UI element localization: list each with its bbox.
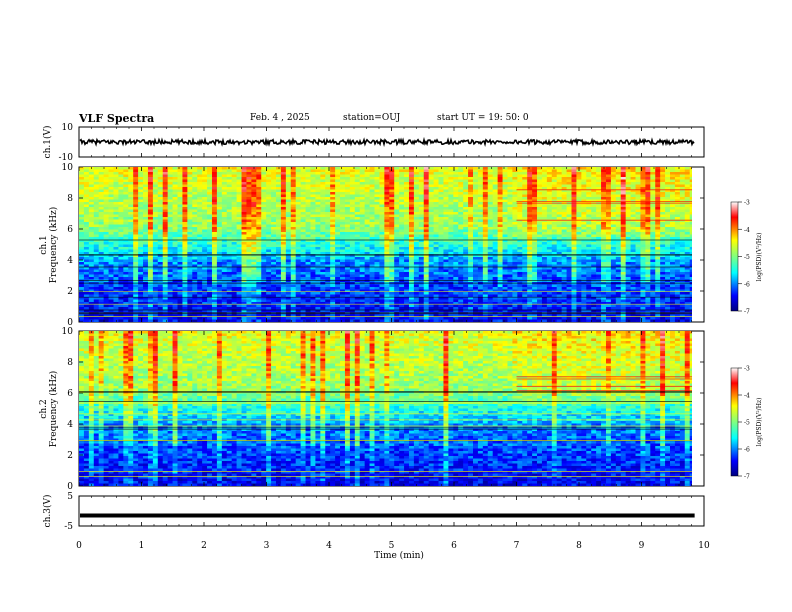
- ch1-waveform-ylabel: ch.1(V): [42, 126, 53, 159]
- ch1-waveform: [79, 136, 695, 148]
- y-tick-label: 0: [67, 482, 73, 492]
- colorbar-tick-label: -4: [744, 393, 750, 400]
- colorbar-tick-label: -7: [744, 474, 750, 481]
- ch2-spectrogram: [79, 331, 692, 486]
- x-tick-label: 10: [698, 541, 710, 551]
- ch1-waveform-trace: [79, 136, 695, 148]
- figure-title: VLF Spectra: [79, 112, 155, 125]
- ch2-colorbar: -3 -4 -5 -6 -7 log(PSD)(V²/Hz): [730, 366, 763, 481]
- ch1-spectrogram-ylabel: Frequency (kHz): [48, 207, 59, 284]
- ch2-colorbar-label: log(PSD)(V²/Hz): [756, 398, 763, 447]
- x-tick-label: 2: [201, 541, 207, 551]
- x-tick-label: 0: [76, 541, 82, 551]
- x-tick-label: 6: [451, 541, 457, 551]
- x-axis-label: Time (min): [374, 550, 424, 561]
- x-tick-label: 4: [326, 541, 332, 551]
- y-tick-label: 4: [67, 256, 73, 266]
- y-tick-label: -5: [64, 522, 73, 532]
- x-tick-label: 8: [576, 541, 582, 551]
- x-tick-label: 3: [264, 541, 270, 551]
- y-tick-label: 6: [67, 225, 73, 235]
- station-label: station=OUJ: [343, 113, 401, 123]
- x-tick-label: 7: [514, 541, 520, 551]
- ch2-spectrogram-ylabel: Frequency (kHz): [48, 371, 59, 448]
- date-label: Feb. 4 , 2025: [250, 113, 310, 123]
- y-tick-label: 8: [67, 194, 73, 204]
- ch1-spectrogram-ylabel-top: ch.1: [39, 235, 49, 254]
- y-tick-label: 8: [67, 358, 73, 368]
- colorbar-tick-label: -6: [744, 447, 750, 454]
- y-tick-label: 0: [67, 318, 73, 328]
- colorbar-tick-label: -3: [744, 200, 750, 207]
- x-tick-label: 9: [639, 541, 645, 551]
- y-tick-label: 5: [67, 492, 73, 502]
- y-tick-label: 10: [62, 123, 74, 133]
- colorbar-tick-label: -6: [744, 281, 750, 288]
- y-tick-label: 2: [67, 287, 73, 297]
- x-tick-label: 1: [139, 541, 145, 551]
- ch3-waveform-frame: [78, 495, 705, 527]
- y-tick-label: -10: [59, 153, 74, 163]
- start-time-label: start UT = 19: 50: 0: [437, 113, 529, 123]
- colorbar-tick-label: -5: [744, 420, 750, 427]
- ch3-waveform-ylabel: ch.3(V): [42, 495, 53, 528]
- y-tick-label: 4: [67, 420, 73, 430]
- y-tick-label: 6: [67, 389, 73, 399]
- y-tick-label: 10: [62, 163, 74, 173]
- y-tick-label: 2: [67, 451, 73, 461]
- y-tick-label: 10: [62, 327, 74, 337]
- ch2-spectrogram-ylabel-top: ch.2: [39, 399, 49, 418]
- colorbar-tick-label: -4: [744, 227, 750, 234]
- x-tick-label: 5: [389, 541, 395, 551]
- colorbar-tick-label: -5: [744, 254, 750, 261]
- ch1-colorbar: -3 -4 -5 -6 -7 log(PSD)(V²/Hz): [730, 200, 763, 316]
- colorbar-tick-label: -7: [744, 309, 750, 316]
- ch1-colorbar-label: log(PSD)(V²/Hz): [756, 233, 763, 282]
- colorbar-tick-label: -3: [744, 366, 750, 373]
- ch1-spectrogram: [79, 167, 692, 322]
